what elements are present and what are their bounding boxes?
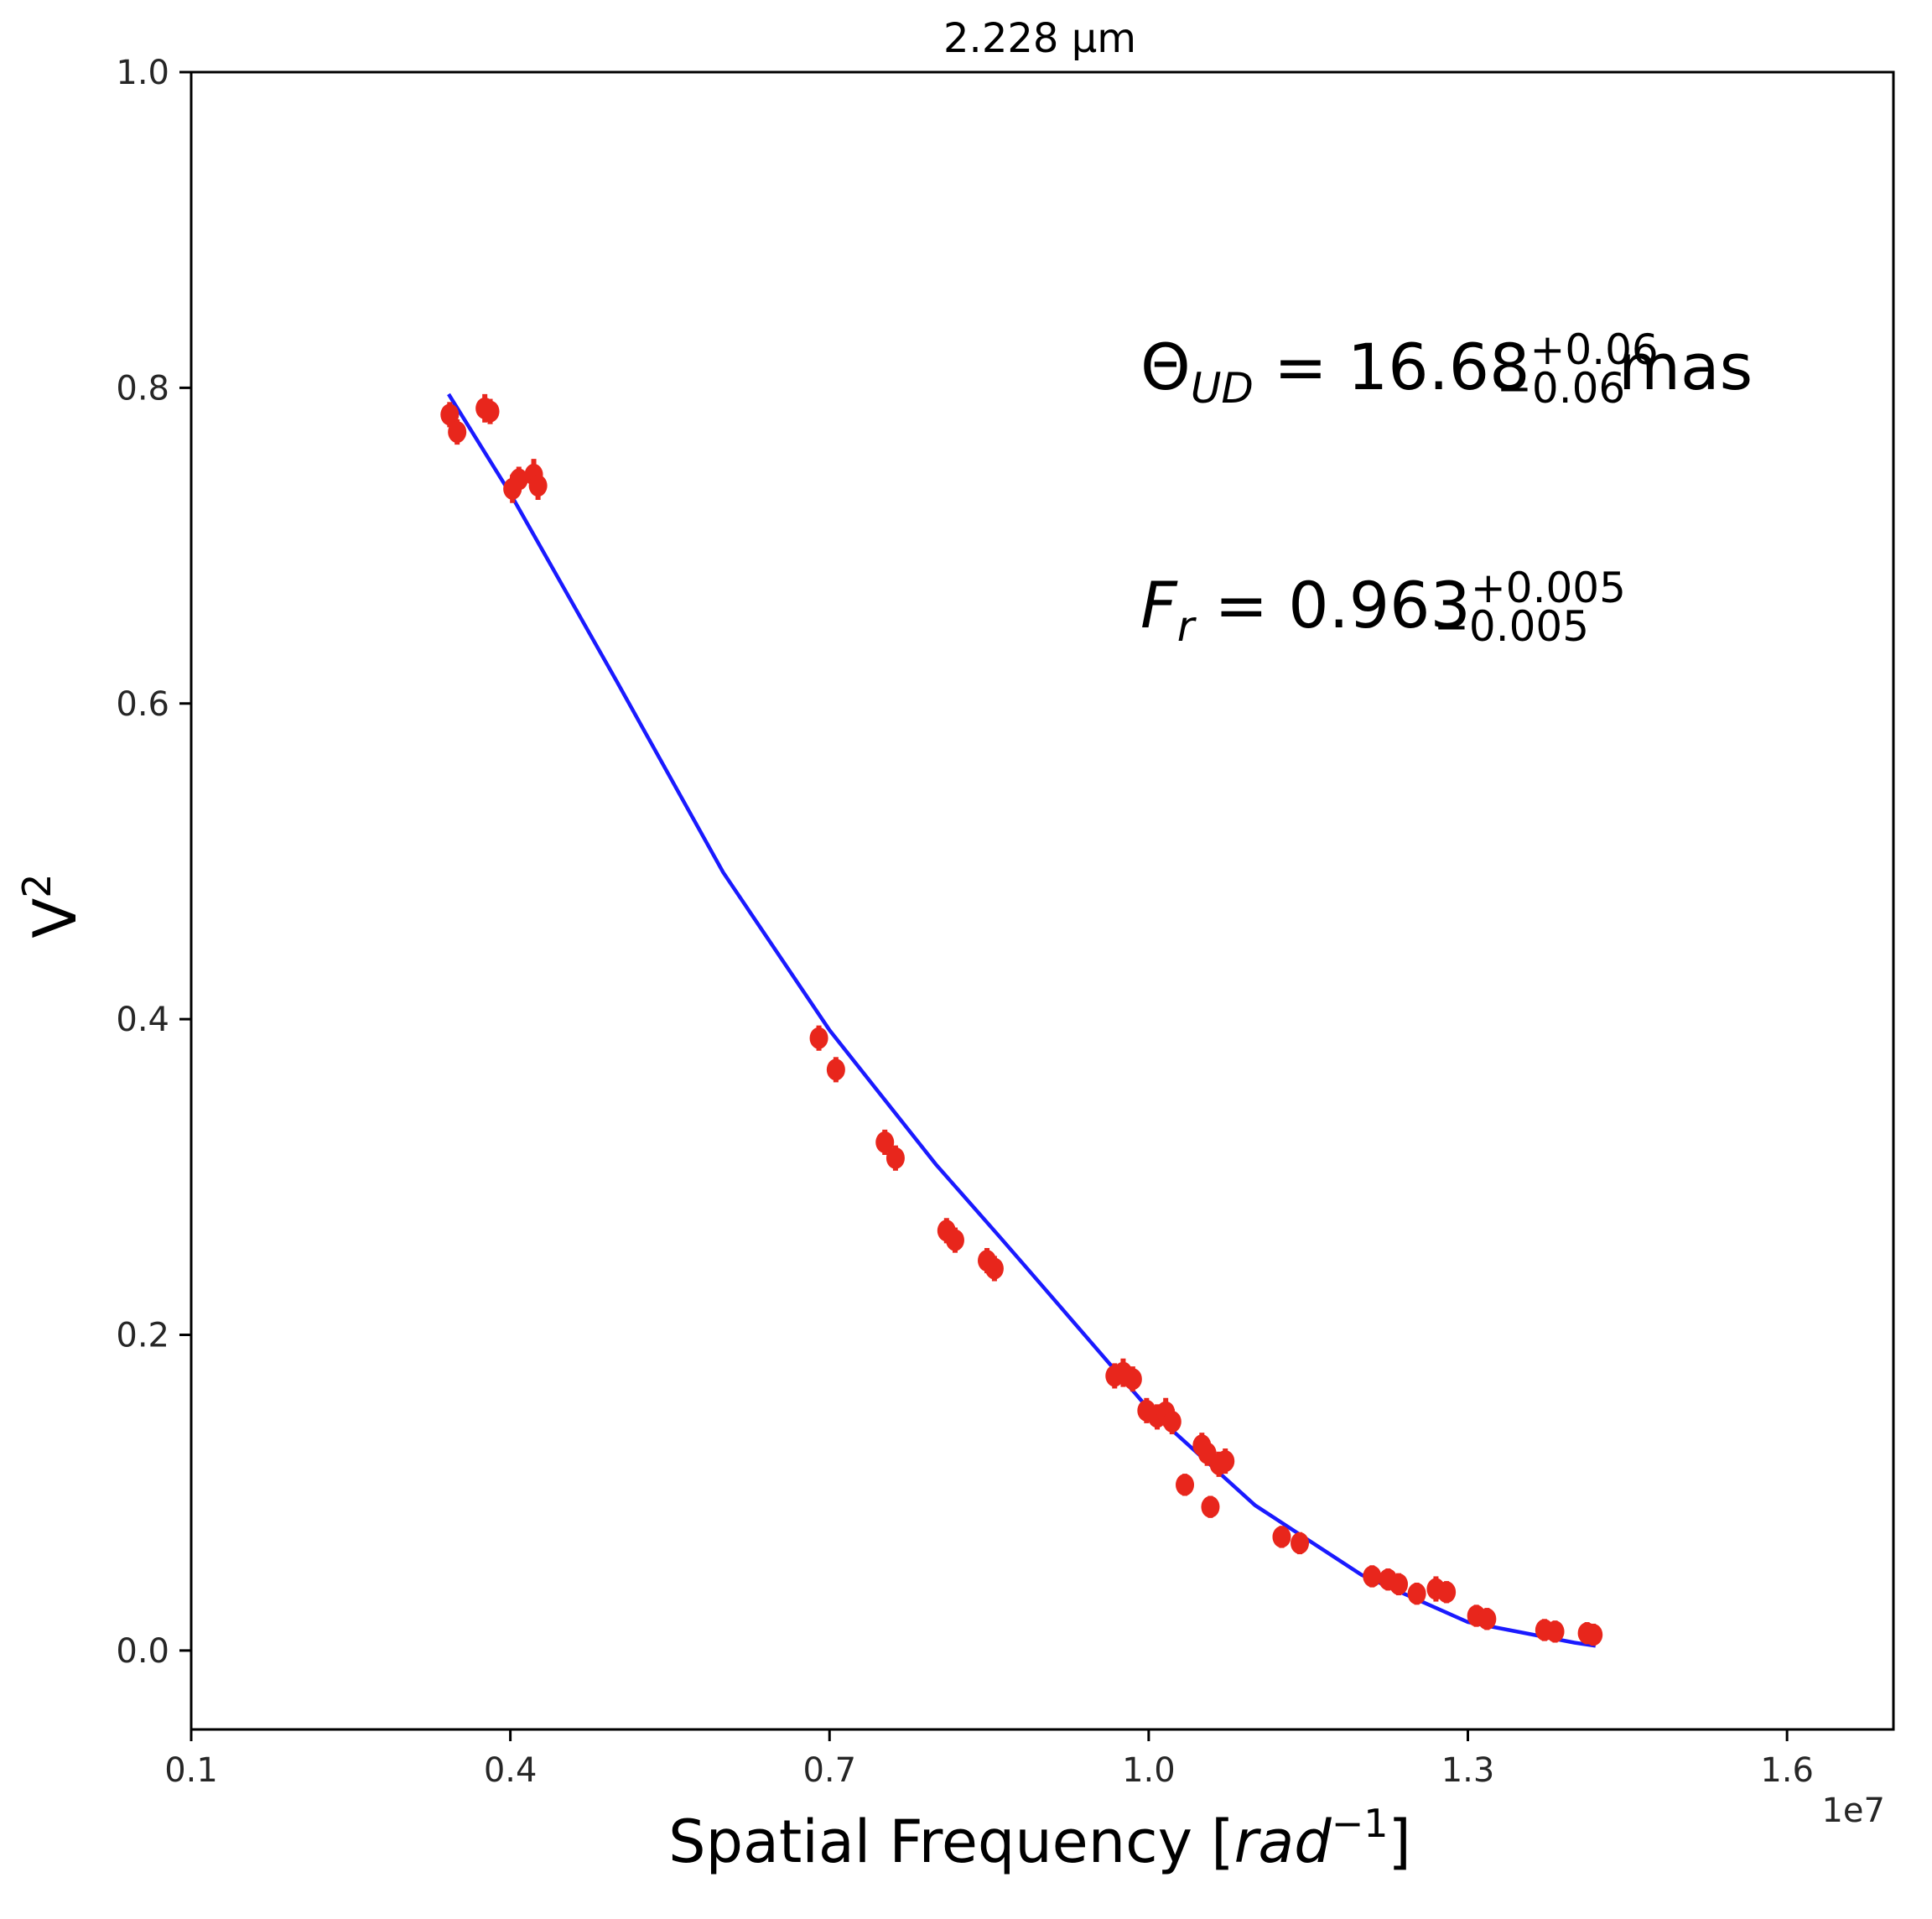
annotation-theta-ud: ΘUD = 16.68+0.06 −0.06 mas <box>1140 325 1753 413</box>
data-point <box>1478 1608 1497 1630</box>
y-axis-label-exponent: 2 <box>14 873 60 897</box>
data-marker <box>1291 1532 1310 1554</box>
x-axis-label-bracket: ] <box>1389 1807 1411 1876</box>
data-point <box>480 398 500 424</box>
data-marker <box>945 1229 964 1251</box>
x-tick-label: 1.6 <box>1760 1751 1814 1790</box>
data-point <box>528 471 548 500</box>
x-axis-label: Spatial Frequency [rad−1] <box>668 1801 1411 1876</box>
data-point <box>509 466 528 492</box>
y-tick-label: 0.8 <box>116 369 169 408</box>
data-marker <box>984 1257 1004 1280</box>
x-offset-label: 1e7 <box>1821 1792 1885 1830</box>
y-tick-label: 1.0 <box>116 54 169 92</box>
data-marker <box>1584 1624 1603 1646</box>
x-tick-label: 0.4 <box>484 1751 538 1790</box>
data-point <box>1407 1582 1426 1605</box>
annotation-fr-subscript: r <box>1177 602 1197 651</box>
x-tick-label: 1.3 <box>1441 1751 1495 1790</box>
data-point <box>826 1057 845 1083</box>
y-tick-label: 0.6 <box>116 685 169 724</box>
data-marker <box>886 1147 905 1169</box>
annotation-theta-unit: mas <box>1618 330 1753 404</box>
data-marker <box>826 1058 845 1081</box>
svg-text:V2: V2 <box>14 873 90 938</box>
data-marker <box>528 475 548 497</box>
annotation-fr-upper-error: +0.005 <box>1471 564 1626 612</box>
data-marker <box>1216 1450 1235 1473</box>
data-point <box>448 419 467 445</box>
data-marker <box>1389 1573 1409 1595</box>
data-marker <box>1272 1526 1291 1548</box>
data-marker <box>1123 1368 1142 1391</box>
data-marker <box>1363 1565 1382 1588</box>
annotation-fr-symbol: F <box>1140 568 1178 642</box>
data-marker <box>440 403 460 426</box>
data-marker <box>1162 1411 1182 1433</box>
data-point <box>984 1256 1004 1282</box>
data-point <box>1545 1620 1565 1643</box>
data-points <box>440 393 1603 1646</box>
x-axis-label-exponent: −1 <box>1332 1801 1389 1846</box>
data-point <box>945 1227 964 1253</box>
data-point <box>1291 1532 1310 1555</box>
data-point <box>809 1025 828 1051</box>
data-marker <box>809 1027 828 1049</box>
annotation-fr-value: = 0.963 <box>1194 568 1471 642</box>
data-marker <box>1478 1608 1497 1630</box>
y-tick-label: 0.4 <box>116 1001 169 1039</box>
data-marker <box>875 1131 895 1153</box>
data-point <box>1389 1573 1409 1596</box>
data-marker <box>1201 1495 1220 1518</box>
annotation-theta-value: = 16.68 <box>1254 330 1530 404</box>
plot-frame <box>190 70 1895 1731</box>
data-point <box>1123 1366 1142 1392</box>
model-fit-line <box>447 393 1597 1648</box>
annotation-fr: Fr = 0.963+0.005 −0.005 <box>1140 564 1626 651</box>
data-point <box>1584 1623 1603 1646</box>
chart-title: 2.228 μm <box>943 15 1136 62</box>
x-axis-label-text: Spatial Frequency [ <box>668 1807 1233 1876</box>
data-marker <box>1176 1474 1195 1496</box>
annotation-theta-lower-error: −0.06 <box>1497 364 1625 413</box>
data-marker <box>1545 1620 1565 1643</box>
data-point <box>1437 1581 1457 1604</box>
annotation-theta-symbol: Θ <box>1140 330 1191 404</box>
data-point <box>1162 1408 1182 1435</box>
y-axis-label: V2 <box>14 873 90 938</box>
y-axis: 0.0 0.2 0.4 0.6 0.8 1.0 <box>116 54 191 1671</box>
svg-text:Spatial Frequency [rad−1]: Spatial Frequency [rad−1] <box>668 1801 1411 1876</box>
x-tick-label: 0.7 <box>802 1751 856 1790</box>
data-point <box>886 1145 905 1171</box>
data-marker <box>1437 1581 1457 1604</box>
data-marker <box>1407 1583 1426 1605</box>
data-point <box>1272 1526 1291 1548</box>
data-marker <box>480 400 500 423</box>
annotation-theta-subscript: UD <box>1191 364 1254 413</box>
data-point <box>1201 1495 1220 1518</box>
annotation-fr-lower-error: −0.005 <box>1434 602 1589 651</box>
y-tick-label: 0.0 <box>116 1632 169 1671</box>
svg-text:Fr = 0.963+0.005: Fr = 0.963+0.005 <box>1140 564 1626 651</box>
svg-text:ΘUD = 16.68+0.06: ΘUD = 16.68+0.06 <box>1140 325 1659 413</box>
x-tick-label: 1.0 <box>1122 1751 1176 1790</box>
x-axis: 0.1 0.4 0.7 1.0 1.3 1.6 <box>164 1729 1814 1790</box>
annotation-theta-upper-error: +0.06 <box>1530 325 1659 374</box>
y-tick-label: 0.2 <box>116 1317 169 1355</box>
y-axis-label-base: V <box>21 898 90 939</box>
data-marker <box>448 421 467 444</box>
x-tick-label: 0.1 <box>164 1751 218 1790</box>
data-point <box>1363 1565 1382 1588</box>
data-point <box>440 402 460 428</box>
data-point <box>1176 1474 1195 1496</box>
data-marker <box>509 468 528 491</box>
x-axis-label-math: rad <box>1234 1807 1332 1876</box>
data-point <box>1216 1448 1235 1474</box>
data-point <box>875 1129 895 1155</box>
